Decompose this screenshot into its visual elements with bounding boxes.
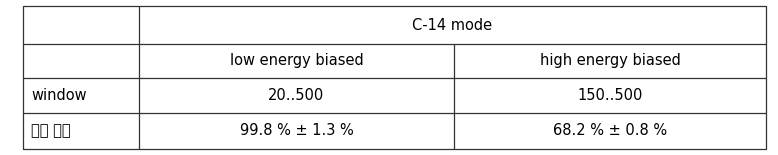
Text: 150..500: 150..500 bbox=[577, 88, 643, 103]
Text: high energy biased: high energy biased bbox=[540, 53, 681, 68]
Text: window: window bbox=[31, 88, 86, 103]
Text: 68.2 % ± 0.8 %: 68.2 % ± 0.8 % bbox=[553, 124, 668, 138]
Text: low energy biased: low energy biased bbox=[230, 53, 363, 68]
Text: 계측 효율: 계측 효율 bbox=[31, 124, 71, 138]
Text: 99.8 % ± 1.3 %: 99.8 % ± 1.3 % bbox=[240, 124, 353, 138]
Text: C-14 mode: C-14 mode bbox=[412, 18, 492, 33]
Text: 20..500: 20..500 bbox=[268, 88, 324, 103]
